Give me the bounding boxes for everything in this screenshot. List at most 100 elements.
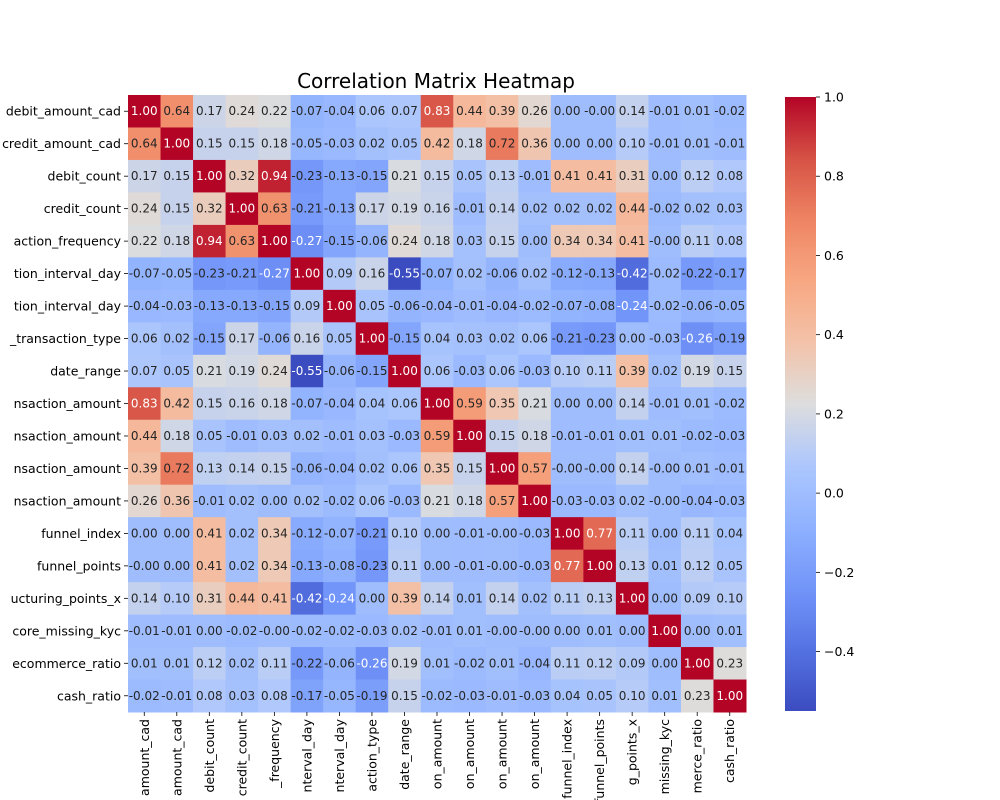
cell-value-label: 1.00 (424, 397, 451, 411)
heatmap-cell (518, 224, 552, 258)
heatmap-cell (128, 452, 162, 486)
heatmap-cell (323, 224, 357, 258)
cell-value-label: 0.12 (586, 656, 613, 670)
heatmap-cell (355, 549, 389, 583)
cell-value-label: -0.27 (291, 234, 322, 248)
cell-value-label: -0.24 (617, 299, 648, 313)
heatmap-cell (160, 354, 194, 388)
heatmap-cell (518, 159, 552, 193)
cell-value-label: 0.00 (651, 591, 678, 605)
cell-value-label: 0.14 (619, 461, 646, 475)
heatmap-cell (160, 582, 194, 616)
heatmap-cell (713, 289, 747, 323)
heatmap-cell (453, 159, 487, 193)
heatmap-cell (290, 484, 324, 518)
heatmap-cell (193, 224, 227, 258)
cell-value-label: 1.00 (131, 104, 158, 118)
cell-value-label: -0.00 (584, 461, 615, 475)
cell-value-label: -0.02 (226, 624, 257, 638)
cell-value-label: 0.01 (619, 429, 646, 443)
heatmap-cell (225, 387, 259, 421)
cell-value-label: 0.04 (359, 397, 386, 411)
heatmap-cell (160, 614, 194, 648)
heatmap-cell (193, 354, 227, 388)
heatmap-cell (388, 95, 422, 128)
heatmap-cell (258, 289, 292, 323)
cell-value-label: -0.13 (324, 202, 355, 216)
heatmap-cell (518, 614, 552, 648)
heatmap-cell (485, 614, 519, 648)
heatmap-cell (485, 354, 519, 388)
heatmap-cell (550, 95, 584, 128)
cell-value-label: 0.01 (684, 104, 711, 118)
cell-value-label: 0.05 (196, 429, 223, 443)
heatmap-cell (453, 387, 487, 421)
heatmap-cell (128, 192, 162, 226)
heatmap-cell (160, 322, 194, 356)
heatmap-cell (128, 549, 162, 583)
heatmap-cell (388, 582, 422, 616)
cell-value-label: -0.01 (649, 137, 680, 151)
cell-value-label: 0.00 (554, 137, 581, 151)
cell-value-label: 0.02 (228, 526, 255, 540)
cell-value-label: 0.59 (424, 429, 451, 443)
cell-value-label: -0.00 (487, 624, 518, 638)
heatmap-cell (453, 289, 487, 323)
heatmap-cell (453, 549, 487, 583)
heatmap-cell (225, 419, 259, 453)
cell-value-label: 0.10 (554, 364, 581, 378)
heatmap-cell (583, 257, 617, 291)
cell-value-label: 0.41 (554, 169, 581, 183)
cell-value-label: 0.17 (359, 202, 386, 216)
heatmap-cell (128, 679, 162, 713)
cell-value-label: -0.03 (584, 494, 615, 508)
heatmap-cell (583, 582, 617, 616)
cell-value-label: -0.06 (682, 299, 713, 313)
cell-value-label: 0.06 (131, 332, 158, 346)
chart-title: Correlation Matrix Heatmap (297, 69, 575, 93)
heatmap-cell (518, 257, 552, 291)
heatmap-cell (518, 354, 552, 388)
heatmap-cell (160, 159, 194, 193)
cell-value-label: 0.14 (424, 591, 451, 605)
cell-value-label: 0.41 (619, 234, 646, 248)
heatmap-cell (680, 289, 714, 323)
heatmap-cell (355, 614, 389, 648)
cell-value-label: 0.11 (261, 656, 288, 670)
heatmap-cell (388, 354, 422, 388)
heatmap-cell (420, 192, 454, 226)
heatmap-cell (550, 517, 584, 551)
cell-value-label: 1.00 (228, 202, 255, 216)
cell-value-label: 0.72 (163, 461, 190, 475)
cell-value-label: 0.42 (163, 397, 190, 411)
heatmap-cell (648, 257, 682, 291)
cell-value-label: 0.01 (131, 656, 158, 670)
heatmap-cell (355, 322, 389, 356)
heatmap-cell (388, 614, 422, 648)
heatmap-cell (550, 614, 584, 648)
cell-value-label: -0.01 (454, 299, 485, 313)
heatmap-cell (323, 452, 357, 486)
cell-value-label: 0.31 (619, 169, 646, 183)
cell-value-label: -0.21 (356, 526, 387, 540)
heatmap-cell (615, 549, 649, 583)
heatmap-cell (225, 127, 259, 161)
heatmap-cell (420, 322, 454, 356)
cell-value-label: 0.16 (294, 332, 321, 346)
cell-value-label: 0.06 (424, 364, 451, 378)
heatmap-cell (713, 484, 747, 518)
cell-value-label: -0.06 (291, 461, 322, 475)
heatmap-cell (713, 354, 747, 388)
cell-value-label: 0.64 (163, 104, 190, 118)
heatmap-cell (323, 387, 357, 421)
heatmap-cell (258, 484, 292, 518)
heatmap-cell (648, 224, 682, 258)
heatmap-cell (583, 614, 617, 648)
heatmap-cell (160, 289, 194, 323)
cell-value-label: 0.44 (228, 591, 255, 605)
heatmap-cell (160, 549, 194, 583)
cell-value-label: -0.07 (129, 267, 160, 281)
heatmap-cell (323, 159, 357, 193)
cell-value-label: 0.18 (456, 494, 483, 508)
cell-value-label: 0.17 (196, 104, 223, 118)
